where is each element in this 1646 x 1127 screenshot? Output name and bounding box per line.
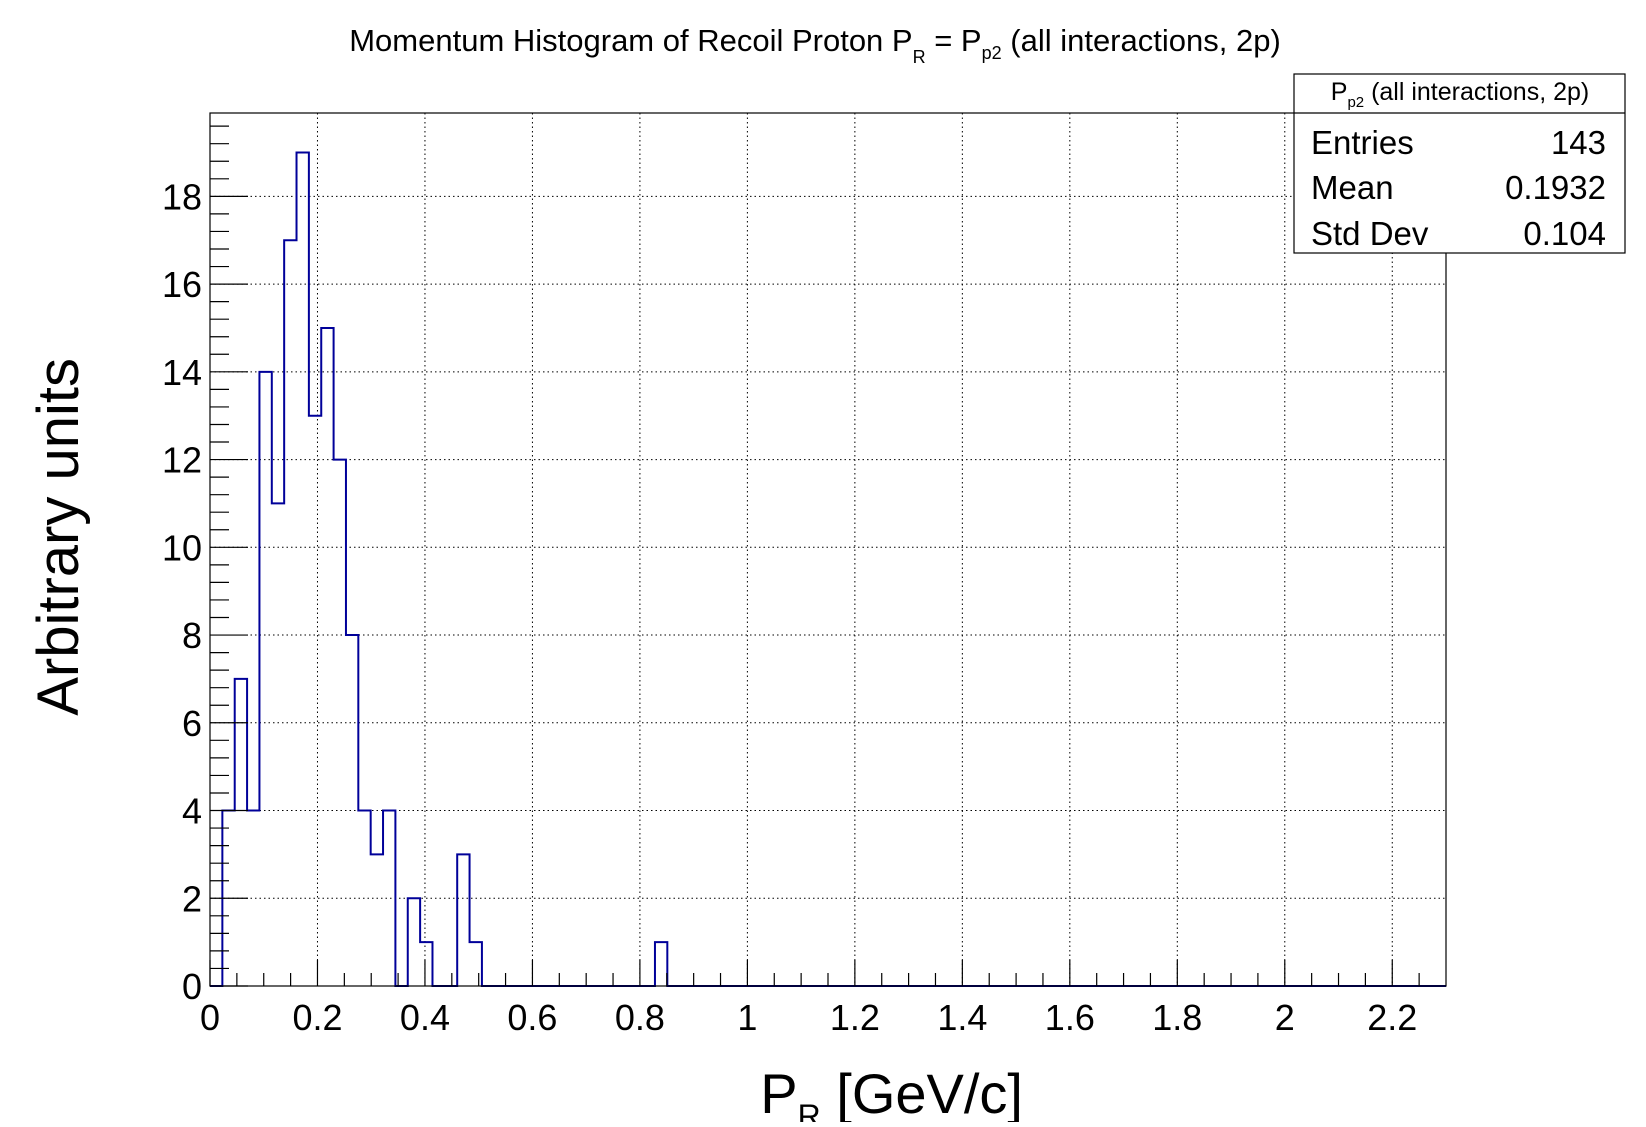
y-axis-label: Arbitrary units <box>26 358 91 716</box>
y-tick-label: 2 <box>182 878 202 919</box>
stats-stddev-value: 0.104 <box>1523 215 1606 252</box>
x-tick-label: 1.2 <box>830 997 880 1038</box>
y-tick-label: 10 <box>162 527 202 568</box>
y-tick-label: 8 <box>182 615 202 656</box>
y-tick-label: 12 <box>162 440 202 481</box>
y-tick-label: 0 <box>182 966 202 1007</box>
x-tick-label: 2 <box>1275 997 1295 1038</box>
x-tick-label: 1 <box>737 997 757 1038</box>
x-tick-label: 0.2 <box>292 997 342 1038</box>
y-tick-labels: 0 2 4 6 8 10 12 14 16 18 <box>162 176 202 1007</box>
y-tick-label: 4 <box>182 791 202 832</box>
x-tick-label: 0.6 <box>507 997 557 1038</box>
plot-area <box>210 113 1446 986</box>
stats-box-frame <box>1293 73 1626 254</box>
x-tick-label: 2.2 <box>1367 997 1417 1038</box>
y-tick-label: 6 <box>182 703 202 744</box>
chart-title-main: Momentum Histogram of Recoil Proton P <box>349 23 912 58</box>
stats-box: Pp2 (all interactions, 2p) Entries 143 M… <box>1293 73 1626 254</box>
stats-box-title-tail: (all interactions, 2p) <box>1364 78 1589 106</box>
stats-entries-label: Entries <box>1311 124 1414 161</box>
x-axis-label-sub: R <box>798 1098 821 1122</box>
axis-ticks <box>209 125 1420 987</box>
x-tick-label: 1.6 <box>1045 997 1095 1038</box>
stats-box-title-sub: p2 <box>1347 94 1364 111</box>
stats-mean-label: Mean <box>1311 169 1394 206</box>
stats-box-title: Pp2 (all interactions, 2p) <box>1331 78 1589 111</box>
x-tick-label: 1.4 <box>937 997 987 1038</box>
y-tick-label: 16 <box>162 264 202 305</box>
y-tick-label: 18 <box>162 176 202 217</box>
chart-title-sub1: R <box>913 47 926 67</box>
x-axis-label: PR [GeV/c] <box>760 1062 1023 1122</box>
x-tick-label: 0.8 <box>615 997 665 1038</box>
x-tick-label: 0.4 <box>400 997 450 1038</box>
stats-mean-value: 0.1932 <box>1505 169 1606 206</box>
stats-stddev-label: Std Dev <box>1311 215 1429 252</box>
x-tick-label: 0 <box>200 997 220 1038</box>
chart-title: Momentum Histogram of Recoil Proton PR =… <box>349 23 1281 67</box>
x-axis-label-tail: [GeV/c] <box>821 1062 1023 1122</box>
x-axis-label-main: P <box>760 1062 797 1122</box>
chart-title-tail: (all interactions, 2p) <box>1002 23 1281 58</box>
grid-lines <box>210 113 1446 986</box>
chart-title-mid: = P <box>926 23 982 58</box>
stats-entries-value: 143 <box>1551 124 1606 161</box>
y-tick-label: 14 <box>162 352 202 393</box>
x-tick-labels: 0 0.2 0.4 0.6 0.8 1 1.2 1.4 1.6 1.8 2 2.2 <box>200 997 1417 1038</box>
x-tick-label: 1.8 <box>1152 997 1202 1038</box>
chart-title-sub2: p2 <box>982 43 1002 63</box>
stats-box-title-main: P <box>1331 78 1348 106</box>
